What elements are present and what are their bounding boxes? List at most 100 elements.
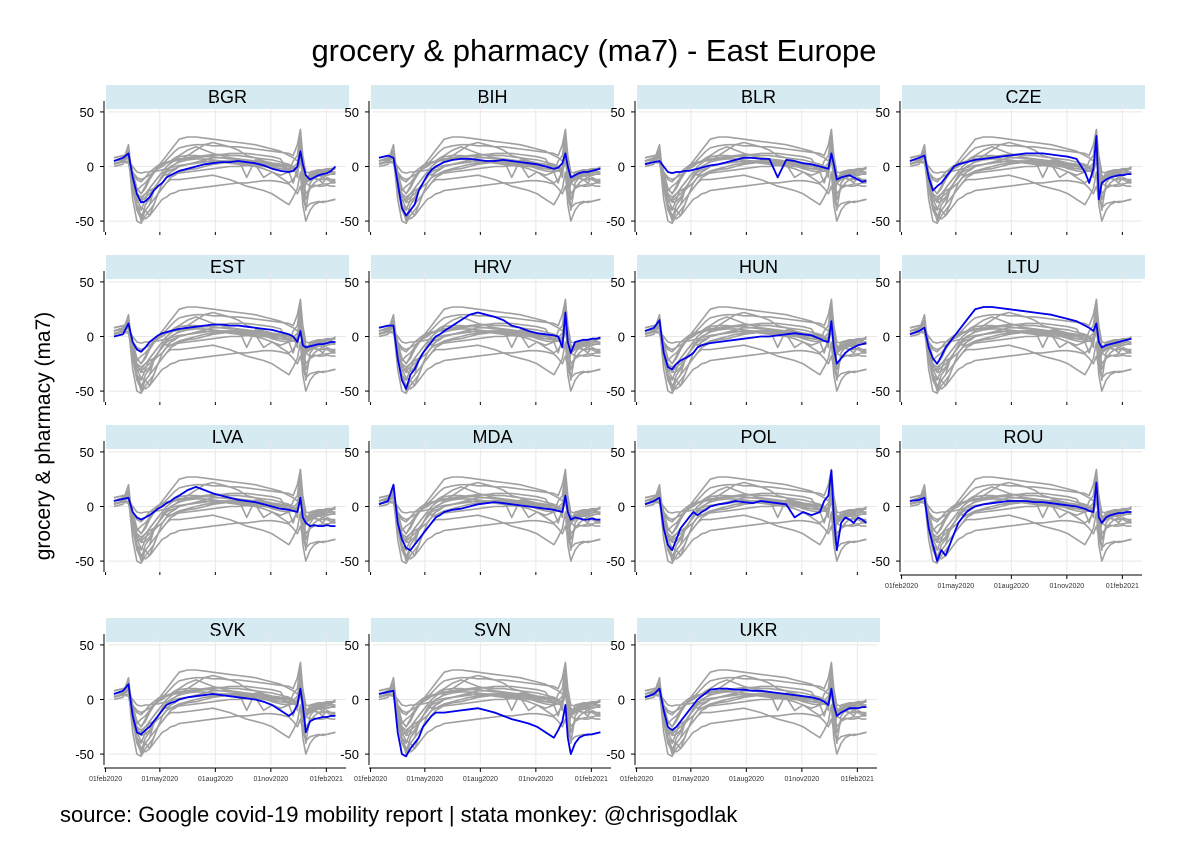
- y-tick-label: 0: [618, 693, 625, 708]
- panel-label: CZE: [1006, 87, 1042, 107]
- series-line-gray: [113, 496, 336, 565]
- series-line-est: [113, 322, 336, 353]
- series-line-gray: [909, 316, 1132, 357]
- y-tick-label: 0: [883, 160, 890, 175]
- series-line-gray: [378, 486, 601, 527]
- panel-svn: SVN 50 0 -50 01feb2020 01may2020 01aug2020 01no…: [340, 618, 614, 783]
- series-line-gray: [113, 679, 336, 720]
- panel-label: LTU: [1007, 257, 1040, 277]
- series-line-gray: [113, 326, 336, 395]
- series-line-gray: [113, 154, 336, 198]
- y-tick-label: 50: [345, 275, 359, 290]
- series-line-gray: [113, 157, 336, 225]
- x-tick-label: 01nov2020: [254, 776, 289, 783]
- series-line-gray: [909, 157, 1132, 225]
- series-line-gray: [644, 136, 867, 195]
- panel-label: BLR: [741, 87, 776, 107]
- series-line-gray: [644, 496, 867, 565]
- y-tick-label: -50: [871, 554, 890, 569]
- panel-strip: [637, 85, 880, 109]
- series-line-gray: [644, 150, 867, 203]
- y-tick-label: 0: [87, 693, 94, 708]
- y-tick-label: 50: [80, 638, 94, 653]
- panel-label: HUN: [739, 257, 778, 277]
- y-tick-label: 50: [345, 638, 359, 653]
- series-line-gray: [378, 331, 601, 390]
- panel-strip: [637, 255, 880, 279]
- series-line-gray: [113, 324, 336, 368]
- series-line-lva: [113, 485, 336, 527]
- x-tick-label: 01feb2020: [885, 583, 918, 590]
- series-line-gray: [909, 150, 1132, 203]
- x-tick-label: 01feb2020: [354, 776, 387, 783]
- series-line-gray: [644, 694, 867, 753]
- series-line-gray: [378, 157, 601, 225]
- series-line-gray: [378, 669, 601, 728]
- y-tick-label: 50: [80, 445, 94, 460]
- figure-title: grocery & pharmacy (ma7) - East Europe: [311, 33, 877, 68]
- y-tick-label: 50: [876, 105, 890, 120]
- series-line-mda: [378, 483, 601, 552]
- series-line-gray: [113, 468, 336, 535]
- x-tick-label: 01aug2020: [729, 776, 764, 783]
- x-tick-label: 01feb2021: [841, 776, 874, 783]
- series-line-gray: [644, 501, 867, 560]
- series-line-gray: [644, 157, 867, 225]
- series-line-svn: [378, 689, 601, 758]
- panel-strip: [106, 618, 349, 642]
- y-tick-label: 50: [876, 445, 890, 460]
- series-line-gray: [644, 326, 867, 395]
- series-line-gray: [909, 486, 1132, 527]
- y-tick-label: 0: [87, 330, 94, 345]
- panel-label: BIH: [477, 87, 507, 107]
- series-line-gray: [113, 694, 336, 753]
- series-line-gray: [909, 161, 1132, 220]
- y-tick-label: 50: [80, 275, 94, 290]
- x-tick-label: 01feb2021: [1106, 583, 1139, 590]
- series-line-pol: [644, 469, 867, 552]
- x-tick-label: 01may2020: [938, 583, 975, 590]
- series-line-gray: [113, 316, 336, 357]
- y-tick-label: -50: [606, 384, 625, 399]
- y-tick-label: 0: [352, 160, 359, 175]
- x-tick-label: 01feb2020: [620, 776, 653, 783]
- series-line-gray: [644, 161, 867, 220]
- series-line-gray: [644, 476, 867, 535]
- y-tick-label: 50: [611, 275, 625, 290]
- panel-blr: BLR 50 0 -50: [606, 85, 880, 235]
- y-tick-label: 50: [345, 105, 359, 120]
- panel-label: LVA: [212, 427, 243, 447]
- series-line-ltu: [909, 306, 1132, 365]
- series-line-gray: [909, 298, 1132, 365]
- series-line-gray: [113, 476, 336, 535]
- series-line-gray: [378, 694, 601, 753]
- panel-svk: SVK 50 0 -50 01feb2020 01may2020 01aug2020 01no…: [75, 618, 349, 783]
- x-tick-label: 01may2020: [673, 776, 710, 783]
- panel-rou: ROU 50 0 -50 01feb2020 01may2020 01aug2020 01no…: [871, 425, 1145, 590]
- y-tick-label: -50: [871, 214, 890, 229]
- panel-label: HRV: [474, 257, 512, 277]
- series-line-gray: [113, 128, 336, 195]
- series-line-gray: [909, 136, 1132, 195]
- series-line-hrv: [378, 311, 601, 390]
- y-tick-label: -50: [340, 747, 359, 762]
- series-line-gray: [909, 468, 1132, 535]
- series-line-gray: [909, 501, 1132, 560]
- series-line-gray: [113, 689, 336, 758]
- y-tick-label: -50: [75, 214, 94, 229]
- y-tick-label: 50: [876, 275, 890, 290]
- panel-strip: [902, 425, 1145, 449]
- series-line-gray: [378, 324, 601, 368]
- series-line-gray: [113, 146, 336, 187]
- y-tick-label: 0: [352, 330, 359, 345]
- series-line-gray: [644, 298, 867, 365]
- panel-strip: [106, 425, 349, 449]
- y-tick-label: 0: [618, 500, 625, 515]
- x-tick-label: 01nov2020: [519, 776, 554, 783]
- series-line-gray: [378, 468, 601, 535]
- y-tick-label: -50: [606, 214, 625, 229]
- series-line-gray: [378, 687, 601, 731]
- y-tick-label: -50: [75, 554, 94, 569]
- panel-strip: [106, 85, 349, 109]
